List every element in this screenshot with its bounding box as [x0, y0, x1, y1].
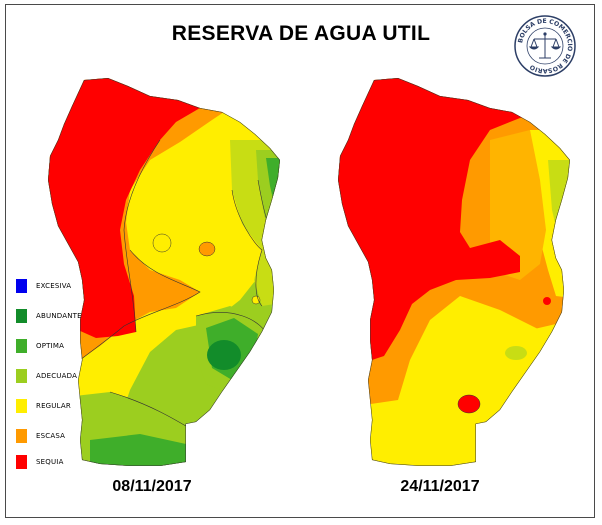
legend-item-sequia: SEQUIA	[16, 455, 64, 469]
legend-item-escasa: ESCASA	[16, 429, 65, 443]
legend-swatch	[16, 279, 27, 293]
map-date-left: 08/11/2017	[112, 478, 192, 495]
legend-label: REGULAR	[36, 402, 71, 410]
scales-of-justice-logo: BOLSA DE COMERCIO DE ROSARIO	[514, 15, 576, 77]
map-date-right: 24/11/2017	[400, 478, 480, 495]
legend-label: SEQUIA	[36, 458, 64, 466]
legend: EXCESIVA ABUNDANTE OPTIMA ADECUADA REGUL…	[16, 279, 86, 469]
legend-swatch	[16, 369, 27, 383]
legend-label: EXCESIVA	[36, 282, 72, 290]
legend-swatch	[16, 309, 27, 323]
page-title: RESERVA DE AGUA UTIL	[171, 22, 431, 45]
map-24-11-2017	[338, 78, 570, 466]
legend-label: ABUNDANTE	[36, 312, 82, 320]
legend-swatch	[16, 339, 27, 353]
legend-label: ADECUADA	[36, 372, 78, 380]
legend-item-excesiva: EXCESIVA	[16, 279, 71, 293]
legend-item-abundante: ABUNDANTE	[16, 309, 82, 323]
legend-swatch	[16, 399, 27, 413]
legend-item-adecuada: ADECUADA	[16, 369, 77, 383]
legend-label: OPTIMA	[36, 342, 65, 350]
legend-item-optima: OPTIMA	[16, 339, 64, 353]
legend-label: ESCASA	[36, 432, 66, 440]
legend-swatch	[16, 455, 27, 469]
legend-swatch	[16, 429, 27, 443]
legend-item-regular: REGULAR	[16, 399, 71, 413]
